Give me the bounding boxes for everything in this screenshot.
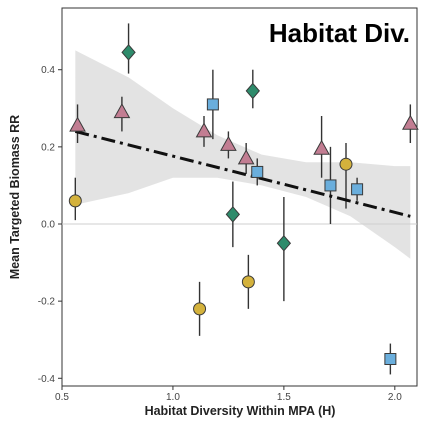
x-tick-label: 0.5 [55,392,69,403]
trend-line [74,129,411,218]
circle-marker [241,275,255,289]
diamond-marker [245,82,260,100]
square-marker [324,179,337,192]
x-tick-label: 1.0 [166,392,180,403]
confidence-band [75,50,411,259]
circle-marker [339,157,353,171]
triangle-marker [69,116,86,132]
x-tick-label: 1.5 [277,392,291,403]
circle-marker [68,194,82,208]
square-marker [351,183,364,196]
diamond-marker [276,235,292,252]
y-tick-label: 0.0 [41,220,55,231]
square-marker [384,353,397,365]
y-tick-label: -0.2 [38,297,56,308]
y-tick-label: 0.4 [41,65,55,76]
triangle-marker [401,114,419,130]
diamond-marker [225,206,241,223]
y-tick-label: 0.2 [41,142,55,153]
y-axis-ticks: -0.4 -0.2 0.0 0.2 0.4 [38,65,62,385]
square-marker [251,165,264,178]
circle-marker [193,302,207,316]
chart-title: Habitat Div. [269,18,410,48]
triangle-marker [220,135,237,151]
x-tick-label: 2.0 [388,392,402,403]
triangle-marker [113,103,131,119]
triangle-marker [237,149,255,165]
y-axis-title: Mean Targeted Biomass RR [8,115,22,279]
x-axis-ticks: 0.5 1.0 1.5 2.0 [55,386,402,403]
triangle-marker [195,122,213,138]
x-axis-title: Habitat Diversity Within MPA (H) [145,404,336,418]
triangle-marker [313,139,330,155]
y-tick-label: -0.4 [38,374,56,385]
square-marker [206,98,219,111]
diamond-marker [121,44,136,61]
data-markers [68,44,419,365]
